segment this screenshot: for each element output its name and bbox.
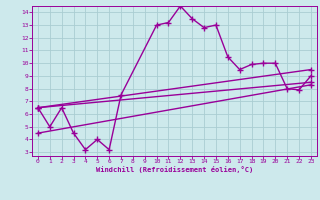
- X-axis label: Windchill (Refroidissement éolien,°C): Windchill (Refroidissement éolien,°C): [96, 166, 253, 173]
